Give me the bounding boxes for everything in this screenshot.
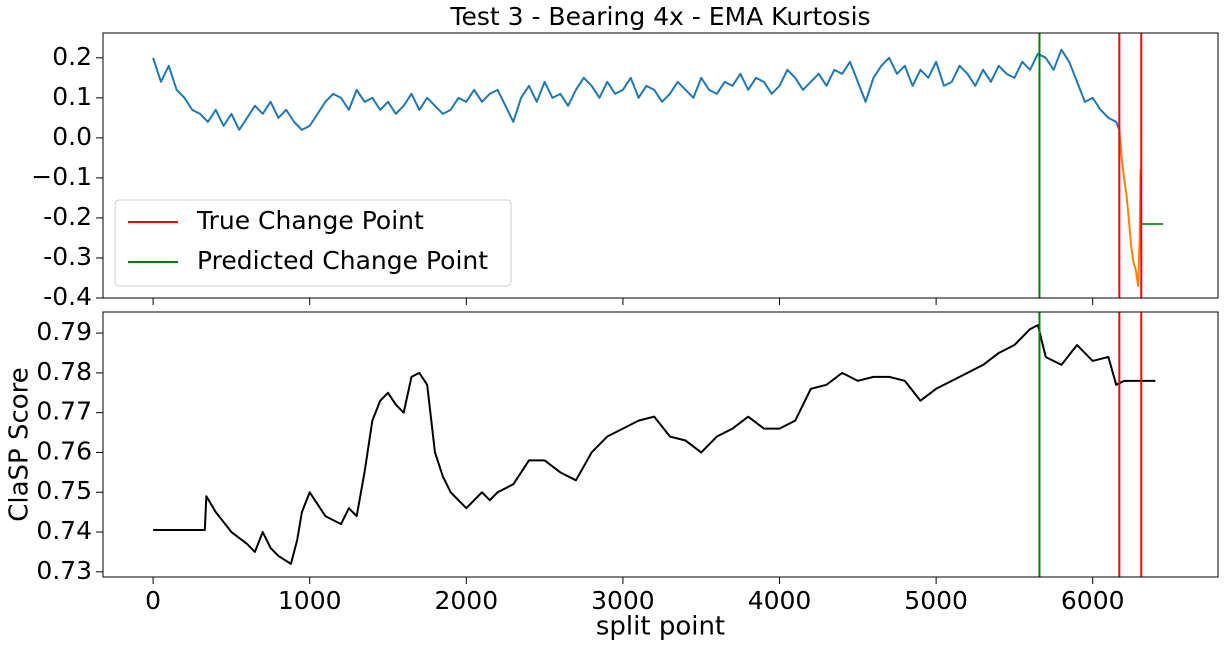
legend: True Change Point Predicted Change Point [114, 199, 512, 287]
axes-frame [102, 311, 1219, 578]
axes-frame [102, 32, 1219, 299]
x-tick-label: 2000 [435, 586, 499, 615]
y-tick-label: 0.0 [52, 122, 92, 151]
y-tick-label: 0.76 [36, 436, 92, 465]
chart-title: Test 3 - Bearing 4x - EMA Kurtosis [449, 2, 870, 31]
data-line [153, 324, 1156, 565]
legend-label: True Change Point [196, 206, 424, 235]
y-tick-label: −0.1 [31, 162, 92, 191]
legend-label: Predicted Change Point [197, 246, 488, 275]
y-tick-label: 0.79 [36, 317, 92, 346]
y-axis-label: ClaSP Score [5, 367, 35, 522]
x-tick-label: 0 [145, 586, 161, 615]
data-line [152, 48, 1121, 131]
y-tick-label: 0.2 [52, 42, 92, 71]
x-tick-label: 1000 [278, 586, 342, 615]
x-axis-label: split point [596, 612, 725, 642]
y-tick-label: 0.1 [52, 82, 92, 111]
legend-box [114, 199, 512, 287]
y-tick-label: 0.75 [36, 476, 92, 505]
y-tick-label: -0.4 [43, 282, 92, 311]
y-tick-label: -0.2 [43, 202, 92, 231]
x-tick-label: 3000 [591, 586, 655, 615]
y-tick-label: 0.73 [36, 556, 92, 585]
x-tick-label: 5000 [904, 586, 968, 615]
y-tick-label: 0.77 [36, 397, 92, 426]
y-tick-label: -0.3 [43, 242, 92, 271]
y-tick-label: 0.74 [36, 516, 92, 545]
x-tick-label: 6000 [1061, 586, 1125, 615]
data-line [1118, 129, 1143, 287]
y-tick-label: 0.78 [36, 357, 92, 386]
x-tick-label: 4000 [748, 586, 812, 615]
